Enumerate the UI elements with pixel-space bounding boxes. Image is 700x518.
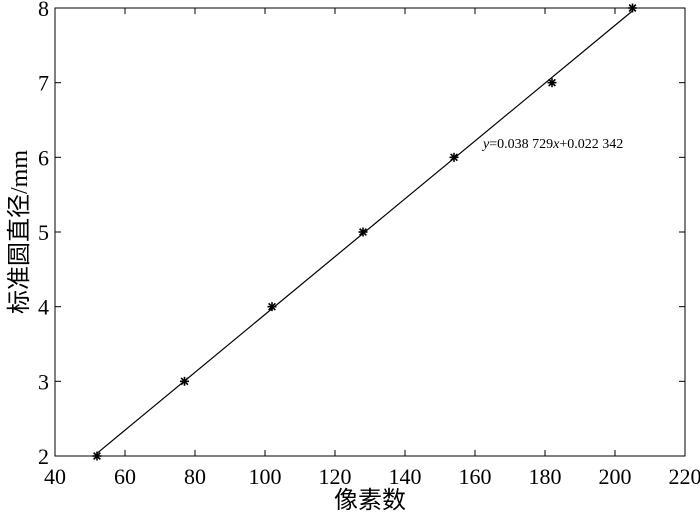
x-tick-label-2: 80 bbox=[184, 464, 206, 489]
y-tick-label-6: 8 bbox=[38, 0, 49, 21]
x-tick-label-8: 200 bbox=[599, 464, 632, 489]
y-tick-label-1: 3 bbox=[38, 369, 49, 394]
x-tick-label-3: 100 bbox=[249, 464, 282, 489]
eq-y-var: y bbox=[481, 137, 490, 152]
data-point-2 bbox=[267, 302, 277, 312]
x-tick-label-6: 160 bbox=[459, 464, 492, 489]
y-tick-label-4: 6 bbox=[38, 145, 49, 170]
y-tick-label-3: 5 bbox=[38, 220, 49, 245]
x-axis-title: 像素数 bbox=[334, 487, 406, 514]
plot-frame bbox=[54, 7, 686, 457]
x-tick-label-4: 120 bbox=[319, 464, 352, 489]
eq-part-1: =0.038 729 bbox=[489, 137, 553, 152]
x-tick-label-9: 220 bbox=[669, 464, 700, 489]
data-point-5 bbox=[547, 78, 557, 88]
data-point-1 bbox=[180, 376, 189, 386]
eq-x-var: x bbox=[552, 137, 560, 152]
data-point-4 bbox=[449, 152, 459, 162]
y-tick-label-2: 4 bbox=[38, 295, 49, 320]
axis-ticks bbox=[54, 7, 686, 457]
x-tick-label-5: 140 bbox=[389, 464, 422, 489]
y-tick-label-0: 2 bbox=[38, 444, 49, 469]
fit-equation-annotation: y=0.038 729x+0.022 342 bbox=[481, 137, 623, 152]
data-point-6 bbox=[628, 3, 637, 13]
data-markers bbox=[92, 3, 637, 461]
data-point-0 bbox=[92, 451, 102, 461]
x-tick-label-7: 180 bbox=[529, 464, 562, 489]
eq-part-2: +0.022 342 bbox=[559, 137, 623, 152]
x-tick-labels: 40 60 80 100 120 140 160 180 200 220 bbox=[44, 464, 700, 489]
data-point-3 bbox=[358, 227, 368, 237]
y-tick-labels: 2 3 4 5 6 7 8 bbox=[38, 0, 49, 469]
y-tick-label-5: 7 bbox=[38, 71, 49, 96]
y-axis-title: 标准圆直径/mm bbox=[6, 150, 33, 314]
x-tick-label-0: 40 bbox=[44, 464, 66, 489]
x-tick-label-1: 60 bbox=[114, 464, 136, 489]
